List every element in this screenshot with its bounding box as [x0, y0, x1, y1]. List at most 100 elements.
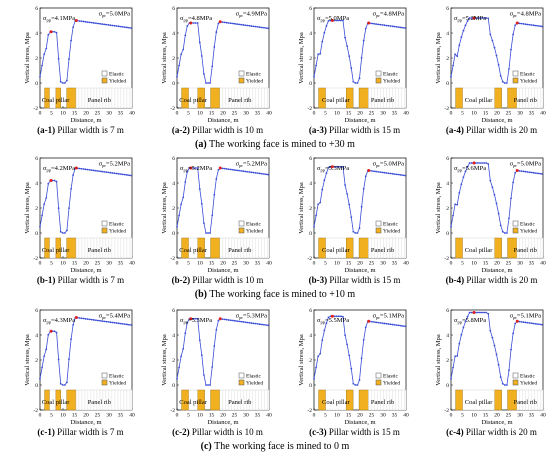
stress-data-point: [63, 384, 66, 386]
stress-data-point: [532, 322, 535, 325]
stress-data-point: [479, 311, 481, 314]
stress-data-point: [454, 53, 457, 56]
stress-data-point: [203, 73, 205, 75]
zone-label-rib: Panel rib: [228, 399, 251, 406]
x-tick-label: 35: [392, 413, 398, 419]
y-tick-label: -2: [444, 106, 449, 112]
zone-rib-yielded: [210, 87, 220, 109]
legend-swatch-elastic: [512, 372, 519, 379]
x-tick-label: 20: [357, 111, 363, 117]
stress-data-point: [88, 21, 91, 24]
stress-data-point: [491, 186, 494, 189]
x-tick-label: 10: [471, 111, 477, 117]
stress-data-point: [450, 377, 452, 380]
x-axis-label: Distance, m: [70, 267, 101, 274]
stress-data-point: [493, 344, 496, 347]
y-tick-label: 0: [172, 383, 175, 389]
peak-rib-marker: [367, 21, 371, 25]
legend-label-yielded: Yielded: [246, 229, 263, 235]
y-tick-label: -2: [170, 106, 175, 112]
x-axis-label: Distance, m: [207, 117, 238, 124]
stress-data-point: [321, 188, 324, 191]
zone-pillar-yielded-left: [318, 389, 326, 411]
stress-data-point: [530, 24, 533, 26]
stress-data-point: [503, 232, 506, 234]
stress-data-point: [364, 27, 367, 30]
stress-data-point: [458, 342, 461, 345]
stress-data-point: [84, 317, 87, 320]
stress-data-point: [186, 25, 189, 27]
stress-data-point: [258, 323, 261, 326]
x-tick-label: 10: [197, 111, 203, 117]
stress-data-point: [184, 34, 187, 37]
stress-data-point: [205, 82, 207, 84]
stress-data-point: [462, 326, 465, 329]
y-tick-label: 6: [446, 6, 449, 12]
stress-data-point: [487, 163, 490, 165]
stress-data-point: [317, 53, 320, 56]
zone-pillar-yielded-right: [346, 87, 354, 109]
zone-label-pillar: Coal pillar: [322, 97, 350, 104]
stress-data-point: [258, 172, 261, 175]
stress-data-point: [354, 82, 357, 84]
legend-label-yielded: Yielded: [520, 229, 537, 235]
stress-data-point: [234, 319, 236, 322]
stress-data-point: [130, 27, 132, 29]
stress-data-point: [456, 203, 459, 206]
stress-data-point: [491, 39, 494, 42]
panel-caption-c-1: (c-1) Pillar width is 7 m: [12, 427, 149, 437]
zone-label-rib: Panel rib: [228, 247, 251, 254]
stress-data-point: [526, 171, 529, 173]
stress-data-point: [495, 54, 498, 57]
stress-data-point: [130, 174, 132, 177]
y-axis-label: Vertical stress, Mpa: [161, 32, 168, 84]
stress-data-point: [260, 323, 263, 326]
panel-caption-id: (c-3): [309, 427, 327, 437]
stress-data-point: [61, 384, 64, 386]
stress-data-point: [121, 173, 124, 176]
zone-rib-yielded: [210, 389, 220, 411]
stress-data-point: [107, 24, 110, 26]
peak-pillar-marker: [472, 16, 476, 20]
x-tick-label: 30: [517, 261, 523, 267]
peak-rib-marker: [218, 20, 222, 24]
stress-data-point: [115, 25, 118, 27]
stress-data-point: [72, 174, 75, 176]
peak-pillar-marker: [330, 314, 334, 318]
zone-pillar-yielded-left: [44, 389, 50, 411]
stress-data-point: [383, 171, 386, 174]
stress-data-point: [383, 322, 386, 325]
x-tick-label: 25: [369, 413, 375, 419]
y-tick-label: 2: [446, 56, 449, 62]
stress-data-point: [352, 230, 355, 233]
stress-data-point: [194, 317, 197, 320]
x-tick-label: 35: [392, 261, 398, 267]
stress-data-point: [397, 173, 400, 176]
x-tick-label: 5: [461, 261, 464, 267]
stress-data-point: [53, 179, 56, 182]
y-tick-label: 0: [35, 81, 38, 87]
stress-data-point: [495, 202, 498, 205]
zone-label-pillar: Coal pillar: [42, 247, 70, 254]
zone-label-rib: Panel rib: [228, 97, 251, 104]
stress-data-point: [450, 225, 452, 228]
stress-data-point: [217, 168, 220, 171]
stress-data-point: [352, 382, 355, 385]
stress-data-point: [371, 320, 373, 323]
stress-data-point: [348, 354, 351, 357]
peak-pillar-marker: [472, 161, 476, 165]
stress-data-point: [78, 317, 81, 319]
panel-caption-a-4: (a-4) Pillar width is 20 m: [423, 125, 550, 135]
stress-data-point: [263, 323, 265, 326]
stress-data-point: [90, 21, 93, 24]
peak-pillar-marker: [189, 317, 193, 321]
legend-label-elastic: Elastic: [520, 374, 536, 380]
zone-rib-yielded: [210, 237, 220, 259]
stress-data-point: [497, 63, 500, 66]
stress-data-point: [63, 82, 66, 84]
stress-data-point: [397, 26, 400, 29]
x-axis-label: Distance, m: [344, 419, 375, 426]
